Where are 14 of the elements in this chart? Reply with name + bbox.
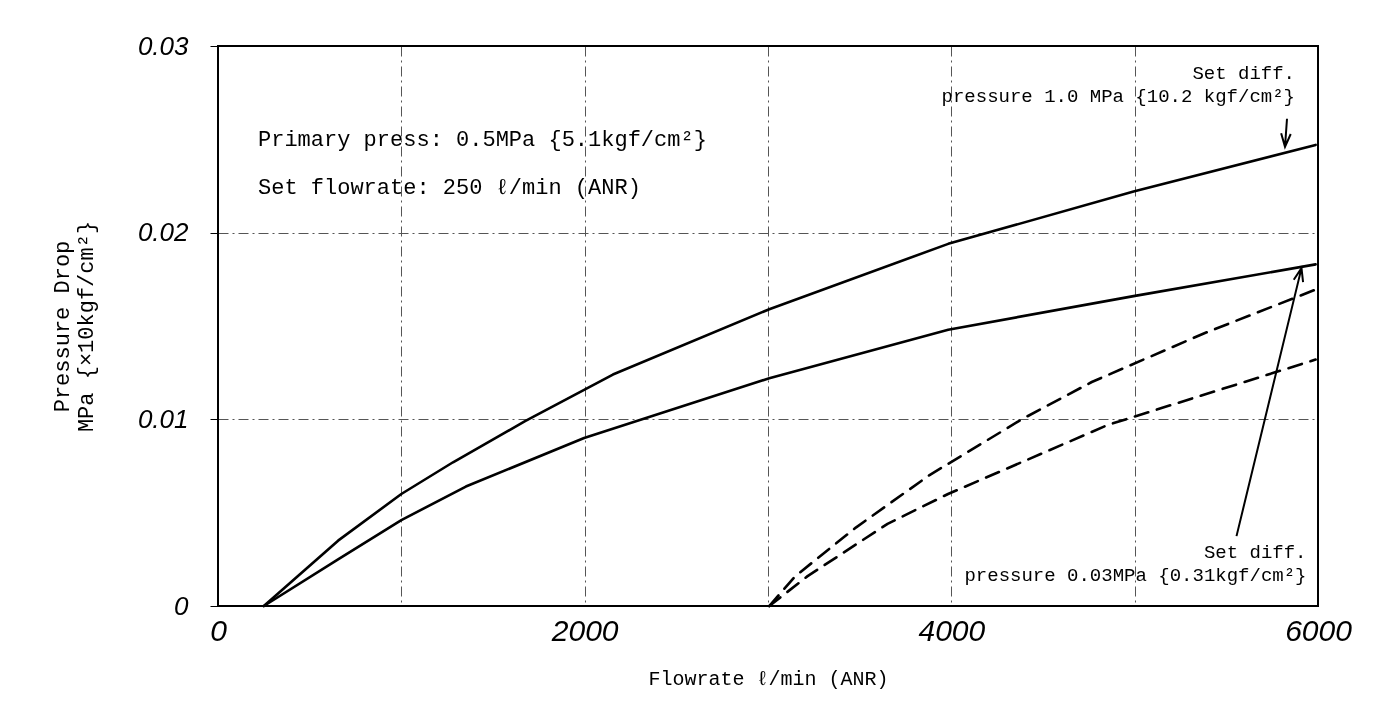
x-tick-label: 4000	[918, 613, 986, 647]
x-tick-label: 6000	[1285, 613, 1353, 647]
annotation: Primary press: 0.5MPa {5.1kgf/cm²}	[258, 128, 707, 153]
annotation: Set diff. pressure 1.0 MPa {10.2 kgf/cm²}	[941, 62, 1295, 108]
y-tick-label: 0.02	[137, 217, 190, 248]
y-tick-label: 0.03	[137, 30, 190, 61]
y-tick-label: 0	[174, 590, 190, 621]
y-tick-label: 0.01	[137, 403, 189, 434]
x-axis-title: Flowrate ℓ/min (ANR)	[648, 667, 889, 691]
annotation: Set diff. pressure 0.03MPa {0.31kgf/cm²}	[964, 542, 1307, 588]
x-tick-label: 2000	[550, 613, 619, 647]
annotation: Set flowrate: 250 ℓ/min (ANR)	[258, 176, 641, 201]
y-axis-title: Pressure Drop MPa {×10kgf/cm²}	[50, 220, 100, 433]
x-tick-label: 0	[210, 613, 228, 647]
